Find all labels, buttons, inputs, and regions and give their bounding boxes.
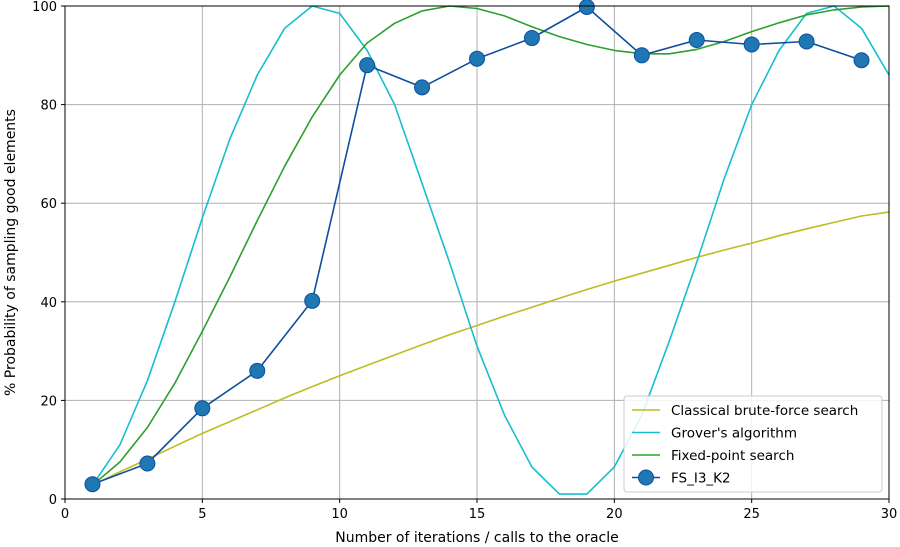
y-tick-label: 40 <box>40 296 57 311</box>
x-tick-label: 5 <box>198 507 206 522</box>
y-axis-label: % Probability of sampling good elements <box>3 109 19 396</box>
series-layer <box>84 0 890 495</box>
data-point <box>578 0 595 15</box>
legend: Classical brute-force search Grover's alg… <box>623 395 883 493</box>
data-point <box>359 57 376 74</box>
data-point <box>633 47 650 64</box>
x-tick-label: 30 <box>881 507 898 522</box>
x-tick-label: 10 <box>331 507 348 522</box>
x-axis-ticks: 0 5 10 15 20 25 30 <box>61 499 897 522</box>
legend-label: Fixed-point search <box>671 448 794 464</box>
legend-box <box>623 395 883 493</box>
y-axis-ticks: 0 20 40 60 80 100 <box>32 0 65 508</box>
legend-label: Classical brute-force search <box>671 403 858 419</box>
y-tick-label: 60 <box>40 197 57 212</box>
y-tick-label: 0 <box>49 493 57 508</box>
legend-marker <box>638 469 654 486</box>
x-tick-label: 15 <box>469 507 486 522</box>
data-point <box>798 33 815 50</box>
x-tick-label: 25 <box>743 507 760 522</box>
x-tick-label: 0 <box>61 507 69 522</box>
data-point <box>414 79 431 96</box>
x-axis-label: Number of iterations / calls to the orac… <box>335 530 619 546</box>
data-point <box>249 362 266 379</box>
series-2 <box>91 5 890 486</box>
series-line <box>92 211 890 486</box>
x-tick-label: 20 <box>606 507 623 522</box>
data-point <box>688 32 705 49</box>
data-point <box>523 30 540 47</box>
y-tick-label: 20 <box>40 394 57 409</box>
series-line <box>91 5 890 486</box>
data-point <box>469 50 485 67</box>
series-line <box>91 5 890 495</box>
data-point <box>139 455 156 472</box>
data-point <box>84 476 101 493</box>
y-tick-label: 100 <box>32 0 57 15</box>
legend-label: FS_I3_K2 <box>671 471 731 487</box>
series-0 <box>92 211 890 486</box>
series-1 <box>91 5 890 495</box>
data-point <box>853 52 870 69</box>
data-point <box>304 292 321 309</box>
y-tick-label: 80 <box>40 99 57 114</box>
data-point <box>194 400 211 417</box>
series-3 <box>84 0 870 493</box>
legend-label: Grover's algorithm <box>671 426 797 442</box>
data-point <box>743 36 760 53</box>
